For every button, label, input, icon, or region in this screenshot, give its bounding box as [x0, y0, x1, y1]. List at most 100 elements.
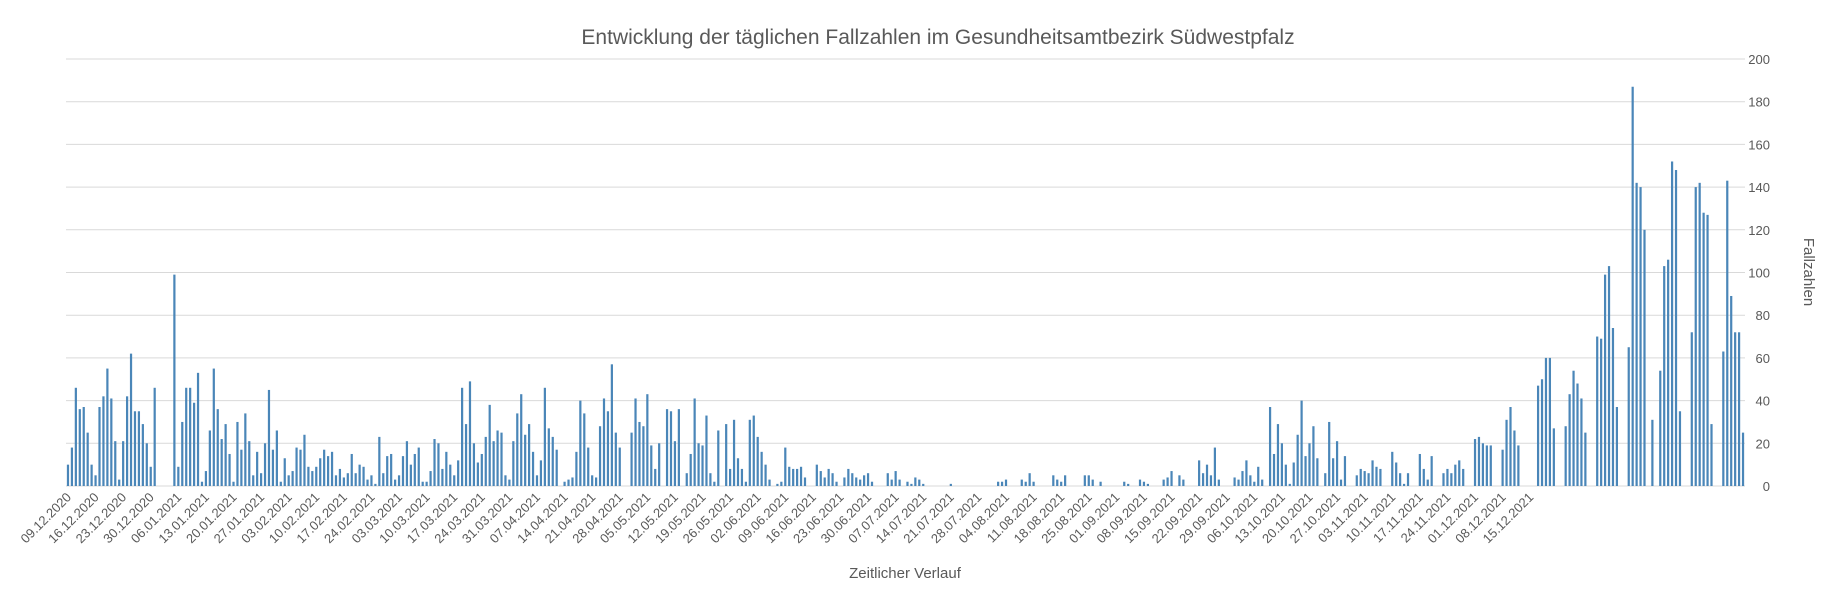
bar — [342, 477, 345, 486]
bar — [638, 421, 641, 486]
bar — [602, 398, 606, 486]
bar — [1201, 473, 1205, 486]
bar — [437, 443, 440, 486]
bar — [1517, 445, 1520, 486]
bar — [1178, 475, 1181, 486]
bar — [910, 483, 913, 486]
bar — [665, 409, 669, 486]
bar — [1446, 468, 1449, 486]
bar — [1000, 481, 1004, 486]
bar — [461, 387, 464, 486]
bar — [1359, 468, 1362, 486]
bar — [1367, 473, 1370, 486]
bar — [803, 477, 807, 486]
bar — [125, 396, 129, 486]
bar — [799, 466, 803, 486]
bar — [595, 477, 598, 486]
bar — [1300, 400, 1303, 486]
bar — [476, 462, 479, 486]
bar — [141, 424, 144, 486]
bar — [224, 424, 227, 486]
bar — [705, 415, 708, 486]
bar — [1233, 477, 1236, 486]
bar — [886, 473, 889, 486]
bar — [579, 400, 582, 486]
bar — [752, 415, 755, 486]
bar — [788, 466, 791, 486]
bar — [855, 477, 858, 486]
bar — [189, 387, 192, 486]
bar — [236, 421, 239, 486]
bar — [279, 481, 282, 486]
bar — [669, 411, 673, 486]
bar — [1166, 477, 1169, 486]
bar — [488, 404, 491, 486]
bar — [267, 389, 271, 486]
bar — [145, 443, 148, 486]
bar — [192, 402, 196, 486]
bar — [859, 479, 862, 486]
bar — [299, 449, 302, 486]
bar — [397, 475, 401, 486]
bar — [575, 451, 578, 486]
bar — [520, 394, 523, 486]
bar — [725, 424, 728, 486]
bar — [504, 475, 507, 486]
bar — [1615, 407, 1619, 486]
bar — [1702, 212, 1705, 486]
bar — [110, 398, 113, 486]
bar — [94, 475, 97, 486]
bar — [658, 443, 661, 486]
bar — [701, 445, 704, 486]
bar — [196, 372, 200, 486]
bar — [212, 368, 215, 486]
bar — [516, 413, 519, 486]
bar — [228, 453, 231, 486]
x-axis-title: Zeitlicher Verlauf — [849, 565, 962, 582]
bar — [796, 468, 799, 486]
bar — [1004, 479, 1008, 486]
bar — [1028, 473, 1031, 486]
bar — [1213, 447, 1216, 486]
bar — [137, 411, 141, 486]
bar — [1651, 419, 1654, 486]
bar — [650, 445, 653, 486]
bar — [248, 441, 251, 486]
bar — [1418, 453, 1421, 486]
bar — [1241, 471, 1244, 486]
bar — [1032, 481, 1035, 486]
bar — [1170, 471, 1173, 486]
bar — [642, 426, 645, 486]
y-tick-label: 200 — [1748, 52, 1770, 67]
bar — [531, 451, 535, 486]
y-tick-label: 140 — [1748, 180, 1770, 195]
bar — [445, 451, 448, 486]
bar — [744, 481, 747, 486]
bar — [1477, 436, 1481, 486]
bar — [591, 475, 594, 486]
bar — [740, 468, 744, 486]
bar — [204, 471, 208, 486]
bar — [1568, 394, 1571, 486]
bar — [563, 481, 566, 486]
bar — [453, 475, 456, 486]
bar — [1268, 407, 1272, 486]
bar — [311, 471, 314, 486]
bar — [843, 477, 846, 486]
bar — [614, 432, 617, 487]
bar — [1627, 347, 1630, 486]
bar — [1261, 479, 1264, 486]
bar — [1217, 479, 1220, 486]
bar — [220, 439, 223, 486]
gridlines — [66, 58, 1745, 487]
bars — [66, 86, 1745, 487]
bar — [732, 419, 736, 486]
bar — [417, 447, 420, 486]
bar — [717, 430, 720, 486]
bar — [441, 468, 444, 486]
bar — [949, 483, 952, 486]
bar — [1308, 443, 1311, 486]
bar — [764, 464, 767, 486]
bar — [1607, 266, 1611, 486]
bar — [208, 430, 211, 486]
